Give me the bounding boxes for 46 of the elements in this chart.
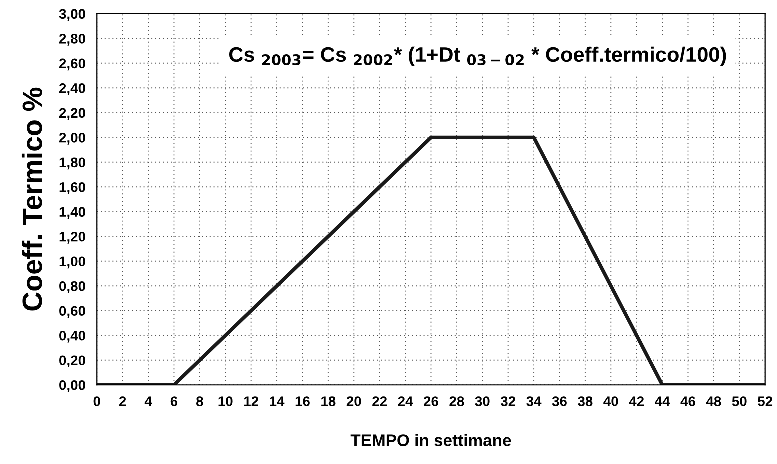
y-tick-label: 0,60 — [60, 306, 86, 318]
y-tick-label: 2,20 — [59, 108, 86, 120]
y-tick-label: 0,40 — [60, 330, 86, 343]
y-tick-label: 1,20 — [60, 232, 86, 244]
x-tick-label: 18 — [322, 396, 336, 406]
x-tick-label: 28 — [450, 396, 464, 406]
x-tick-label: 32 — [500, 396, 516, 406]
x-tick-label: 16 — [296, 396, 310, 406]
x-tick-label: 46 — [680, 396, 696, 406]
annotation: Cs $_{2003}$= Cs $_{2002}$* (1+Dt $_{03−02}$ * Coeff.termico/100) — [229, 46, 726, 66]
x-tick-label: 52 — [758, 396, 773, 406]
y-axis-title: Coeff. Termico % — [22, 88, 42, 311]
x-tick-label: 38 — [578, 396, 593, 406]
y-tick-label: 1,60 — [60, 182, 86, 194]
x-tick-label: 12 — [244, 396, 258, 406]
x-tick-label: 36 — [552, 396, 567, 406]
y-tick-label: 2,00 — [59, 132, 86, 145]
x-tick-label: 0 — [94, 396, 100, 406]
x-tick-label: 20 — [346, 396, 362, 406]
x-tick-label: 10 — [218, 396, 233, 406]
x-tick-label: 30 — [475, 396, 490, 406]
y-tick-label: 1,40 — [60, 207, 86, 220]
x-tick-label: 42 — [629, 396, 644, 406]
x-tick-label: 2 — [119, 396, 126, 406]
x-tick-label: 40 — [604, 396, 618, 406]
y-tick-label: 0,80 — [60, 281, 86, 294]
y-tick-label: 1,80 — [60, 158, 86, 170]
y-tick-label: 2,40 — [59, 83, 86, 96]
x-tick-label: 44 — [655, 396, 670, 406]
y-tick-label: 0,00 — [60, 380, 86, 392]
x-tick-label: 6 — [170, 396, 178, 406]
x-tick-label: 24 — [398, 396, 414, 406]
x-tick-label: 22 — [372, 396, 387, 406]
y-tick-label: 2,80 — [59, 34, 86, 46]
y-tick-label: 0,20 — [60, 356, 86, 368]
x-tick-label: 48 — [706, 396, 722, 406]
x-axis-title: TEMPO in settimane — [350, 434, 512, 446]
x-tick-label: 50 — [732, 396, 747, 406]
y-tick-label: 3,00 — [59, 9, 86, 22]
x-tick-label: 26 — [424, 396, 438, 406]
x-tick-label: 8 — [196, 396, 204, 406]
x-tick-label: 14 — [270, 396, 285, 406]
x-tick-label: 34 — [526, 396, 542, 406]
x-tick-label: 4 — [144, 396, 152, 406]
y-tick-label: 1,00 — [60, 256, 86, 269]
y-tick-label: 2,60 — [59, 58, 86, 71]
